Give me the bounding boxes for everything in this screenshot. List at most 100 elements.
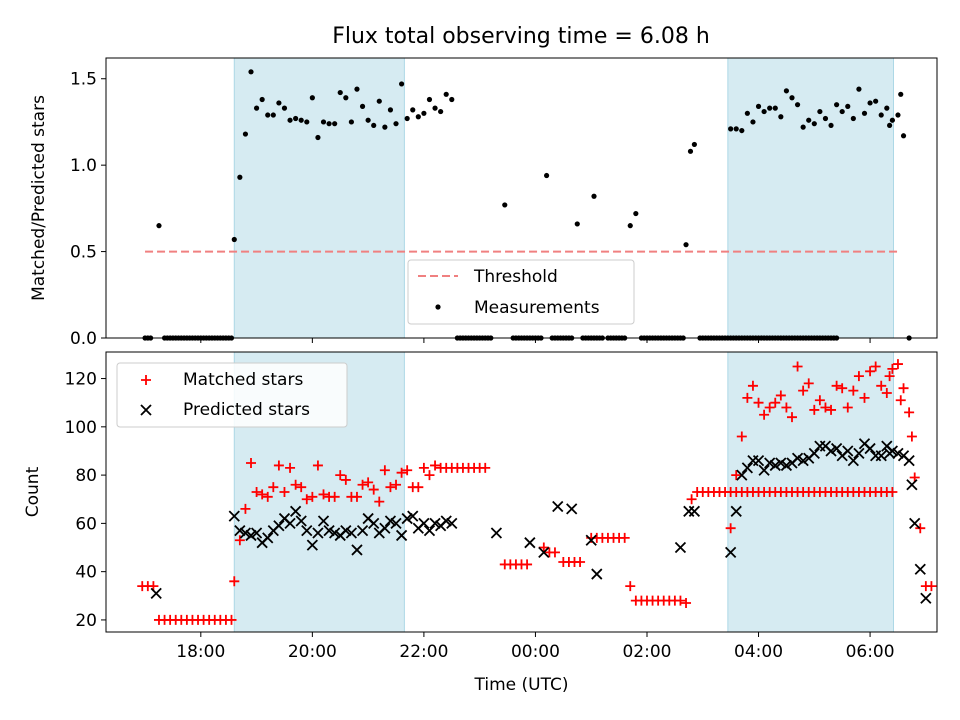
measurement-point — [410, 107, 416, 113]
predicted-star-point — [440, 515, 452, 527]
predicted-star-point — [390, 517, 402, 530]
matched-star-point — [335, 470, 346, 481]
measurement-point — [845, 103, 851, 109]
matched-star-point — [775, 390, 786, 401]
matched-star-point — [831, 380, 842, 391]
predicted-star-point — [284, 517, 296, 530]
measurement-point — [873, 98, 879, 104]
matched-star-point — [357, 479, 368, 490]
matched-star-point — [374, 496, 385, 507]
x-tick-label: 02:00 — [622, 642, 671, 662]
matched-star-point — [296, 482, 307, 493]
matched-star-point — [820, 402, 831, 413]
measurement-point — [728, 126, 734, 132]
legend-predicted-swatch — [140, 404, 152, 416]
matched-star-point — [884, 371, 895, 382]
matched-star-point — [301, 494, 312, 505]
measurement-point — [889, 117, 895, 123]
matched-star-point — [803, 378, 814, 389]
measurement-point — [633, 210, 639, 217]
matched-star-point — [781, 402, 792, 413]
measurement-point — [839, 108, 845, 115]
measurement-point — [817, 108, 823, 115]
measurement-point — [332, 121, 338, 127]
shaded-span-2 — [727, 57, 894, 339]
legend-matched-label: Matched stars — [183, 370, 303, 390]
counts-panel: 20 40 60 80 100 120 18:00 20:00 22:00 00:00 02:00 0… — [23, 351, 938, 695]
matched-star-point — [792, 361, 803, 372]
matched-star-point — [363, 477, 374, 488]
matched-star-point — [625, 581, 636, 592]
measurement-point — [315, 134, 321, 141]
matched-star-point — [798, 385, 809, 396]
predicted-star-point — [886, 445, 899, 457]
matched-star-point — [430, 460, 441, 471]
measurement-point — [320, 119, 327, 125]
measurement-point — [438, 108, 444, 115]
matched-star-point — [549, 547, 560, 558]
predicted-star-point — [847, 454, 859, 467]
matched-star-point — [575, 557, 586, 567]
matched-star-point — [731, 470, 742, 481]
measurement-point — [591, 193, 597, 199]
measurement-point — [259, 96, 265, 103]
predicted-star-point — [906, 479, 918, 491]
matched-star-point — [759, 409, 770, 420]
measurement-point — [287, 117, 293, 123]
x-tick-label: 00:00 — [511, 642, 560, 662]
measurement-point — [248, 69, 254, 75]
y-tick-label: 0.0 — [70, 329, 97, 349]
x-axis-label: Time (UTC) — [474, 675, 569, 695]
matched-star-point — [837, 383, 848, 394]
predicted-star-point — [892, 447, 904, 460]
predicted-star-point — [769, 459, 781, 472]
matched-star-point — [898, 383, 909, 394]
predicted-star-point — [585, 534, 597, 546]
measurement-point — [387, 107, 394, 113]
matched-star-point — [786, 412, 797, 423]
matched-star-point — [681, 598, 692, 609]
measurement-point — [354, 86, 360, 92]
matched-star-point — [413, 482, 424, 493]
matched-star-point — [848, 385, 859, 396]
matched-star-point — [904, 407, 915, 418]
predicted-star-point — [306, 539, 318, 551]
predicted-star-point — [356, 524, 369, 537]
measurement-point — [398, 81, 405, 87]
matched-star-point — [396, 467, 407, 478]
matched-star-point — [522, 559, 533, 570]
predicted-star-point — [791, 452, 804, 464]
matched-star-point — [290, 479, 301, 490]
matched-star-point — [915, 523, 926, 534]
measurement-point — [502, 202, 508, 208]
predicted-star-point — [775, 457, 787, 469]
predicted-star-point — [407, 510, 419, 522]
matched-star-point — [418, 462, 429, 473]
predicted-star-point — [273, 520, 285, 532]
matched-star-point — [865, 366, 876, 377]
y-tick-label: 20 — [75, 611, 97, 631]
measurement-point — [270, 112, 276, 118]
predicted-star-point — [538, 546, 550, 558]
matched-star-point — [887, 363, 898, 374]
predicted-star-point — [379, 522, 391, 534]
predicted-star-point — [289, 505, 302, 517]
measurement-point — [242, 131, 249, 137]
measurement-point — [687, 148, 694, 154]
chart-title: Flux total observing time = 6.08 h — [332, 24, 710, 49]
measurement-point — [426, 96, 433, 103]
matched-star-point — [736, 431, 747, 442]
predicted-star-point — [674, 541, 687, 554]
matched-star-point — [619, 532, 630, 543]
matched-star-point — [870, 361, 881, 372]
measurement-point — [884, 105, 890, 111]
predicted-star-point — [764, 457, 776, 469]
measurement-point — [443, 91, 449, 97]
predicted-star-point — [920, 592, 932, 604]
measurement-point — [382, 124, 388, 130]
measurement-point — [733, 126, 739, 132]
measurement-point — [811, 121, 817, 127]
matched-star-point — [279, 487, 290, 497]
matched-star-point — [764, 402, 775, 413]
measurement-point — [834, 102, 840, 108]
